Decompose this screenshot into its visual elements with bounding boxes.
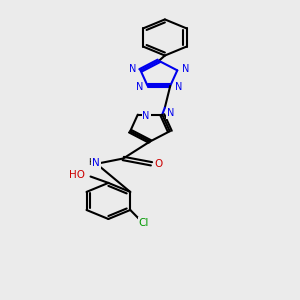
Text: N: N <box>136 82 143 92</box>
Text: N: N <box>92 158 100 168</box>
Text: N: N <box>142 111 150 121</box>
Text: Cl: Cl <box>139 218 149 228</box>
Text: HO: HO <box>69 170 85 181</box>
Text: O: O <box>155 159 163 169</box>
Text: N: N <box>128 64 136 74</box>
Text: N: N <box>182 64 189 74</box>
Text: H: H <box>88 158 94 166</box>
Text: N: N <box>175 82 182 92</box>
Text: N: N <box>167 108 174 118</box>
